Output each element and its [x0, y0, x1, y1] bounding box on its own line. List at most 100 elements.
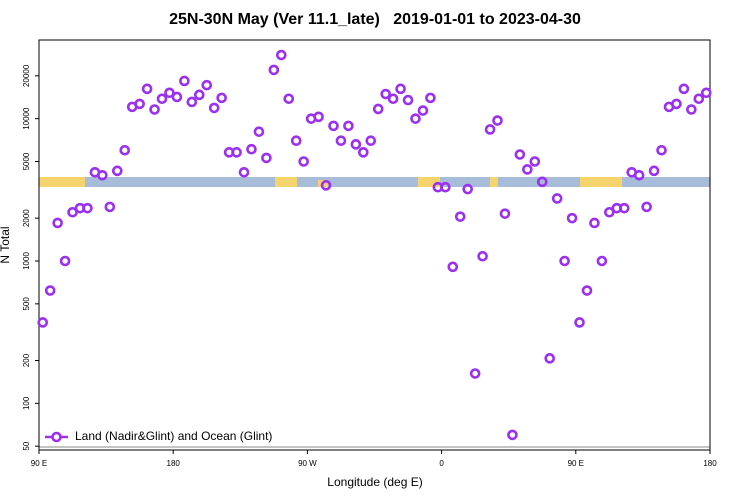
data-point: [201, 79, 213, 91]
data-point: [268, 64, 280, 76]
data-point: [134, 98, 145, 110]
data-point: [514, 149, 526, 160]
data-point: [447, 261, 459, 273]
data-point: [656, 144, 667, 156]
y-tick-label: 50: [22, 441, 31, 450]
data-point: [246, 143, 257, 155]
data-point: [238, 166, 250, 178]
data-point: [52, 217, 63, 229]
data-point: [253, 126, 265, 137]
y-tick-label: 200: [22, 353, 31, 367]
data-point: [171, 91, 183, 103]
data-point: [700, 87, 712, 99]
data-point: [559, 255, 570, 267]
legend-marker: [51, 431, 62, 443]
data-point: [149, 104, 160, 115]
data-point: [686, 104, 697, 115]
data-point: [581, 285, 593, 296]
data-point: [208, 102, 220, 114]
map-strip: [39, 177, 710, 187]
data-point: [59, 255, 71, 267]
data-point: [179, 75, 190, 87]
chart-title: 25N-30N May (Ver 11.1_late) 2019-01-01 t…: [169, 11, 581, 28]
data-point: [97, 170, 108, 181]
y-tick-label: 2000: [22, 209, 31, 227]
y-tick-label: 100: [22, 396, 31, 410]
data-point: [529, 156, 541, 167]
y-axis-label: N Total: [0, 226, 12, 263]
data-point: [358, 147, 369, 158]
data-point: [395, 83, 406, 95]
data-point: [544, 353, 556, 364]
data-point: [164, 87, 175, 99]
data-point: [276, 49, 287, 61]
data-point: [522, 164, 533, 175]
data-point: [604, 206, 615, 218]
data-point: [425, 92, 436, 104]
data-point: [462, 183, 473, 195]
y-tick-label: 500: [22, 297, 31, 311]
x-tick-label: 90 E: [31, 459, 47, 468]
data-point: [440, 181, 451, 193]
data-point: [67, 206, 78, 218]
y-tick-label: 10000: [22, 107, 31, 130]
y-tick-label: 5000: [22, 152, 31, 170]
data-point: [119, 144, 131, 156]
data-point: [231, 147, 242, 158]
data-point: [484, 124, 496, 135]
data-point: [507, 429, 518, 441]
data-point: [320, 180, 332, 191]
data-point: [469, 368, 481, 379]
data-point: [410, 113, 421, 124]
data-point: [193, 89, 205, 101]
data-point: [44, 285, 56, 296]
data-point: [551, 193, 563, 204]
x-tick-label: 90 E: [568, 459, 584, 468]
data-point: [313, 111, 324, 123]
data-point: [417, 105, 429, 116]
data-point: [536, 176, 548, 188]
x-tick-label: 180: [703, 459, 717, 468]
data-point: [402, 94, 414, 106]
legend-label: Land (Nadir&Glint) and Ocean (Glint): [75, 429, 272, 443]
data-point: [492, 115, 503, 126]
data-point: [141, 83, 153, 95]
data-point: [104, 201, 116, 213]
data-point: [365, 135, 377, 147]
data-point: [216, 92, 227, 104]
data-point: [156, 93, 168, 105]
data-point: [380, 88, 391, 100]
data-point: [350, 139, 362, 150]
data-point: [633, 170, 645, 181]
data-point: [82, 202, 93, 214]
y-tick-label: 1000: [22, 252, 31, 270]
data-point: [596, 255, 608, 267]
x-tick-label: 90 W: [298, 459, 317, 468]
data-point: [298, 156, 309, 167]
data-point: [261, 152, 272, 164]
data-point: [372, 103, 384, 115]
data-point: [671, 98, 682, 110]
x-axis-label: Longitude (deg E): [327, 475, 422, 489]
data-point: [387, 93, 399, 105]
data-point: [566, 212, 578, 224]
data-point: [111, 165, 123, 177]
data-point: [283, 93, 295, 105]
data-point: [343, 120, 354, 132]
data-point: [678, 83, 690, 95]
data-point: [454, 211, 466, 222]
x-tick-label: 180: [167, 459, 181, 468]
data-point: [574, 317, 585, 328]
data-point: [618, 202, 630, 214]
data-point: [589, 217, 600, 229]
data-point: [328, 120, 339, 132]
data-point: [648, 165, 660, 177]
data-point: [693, 93, 705, 105]
plot-frame: [38, 39, 711, 451]
y-tick-label: 20000: [22, 64, 31, 87]
data-point: [499, 208, 511, 219]
data-point: [477, 250, 488, 262]
data-point: [37, 317, 49, 328]
data-point: [290, 135, 302, 147]
